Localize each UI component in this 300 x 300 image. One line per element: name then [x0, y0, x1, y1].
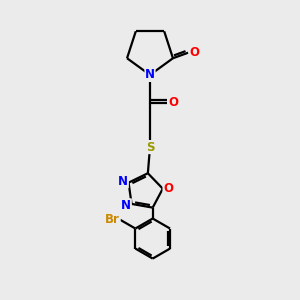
Text: O: O — [169, 96, 178, 110]
Text: O: O — [189, 46, 199, 59]
Text: S: S — [146, 141, 154, 154]
Text: N: N — [145, 68, 155, 81]
Text: N: N — [121, 199, 131, 212]
Text: Br: Br — [105, 213, 120, 226]
Text: N: N — [118, 175, 128, 188]
Text: O: O — [163, 182, 173, 195]
